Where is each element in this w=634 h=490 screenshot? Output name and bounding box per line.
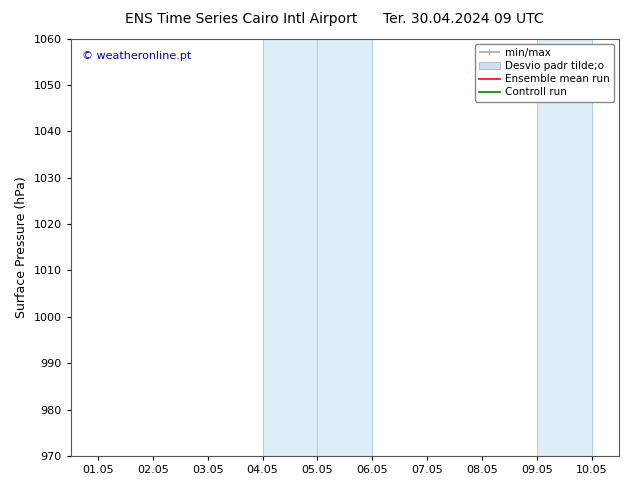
- Legend: min/max, Desvio padr tilde;o, Ensemble mean run, Controll run: min/max, Desvio padr tilde;o, Ensemble m…: [475, 44, 614, 101]
- Bar: [537, 39, 592, 456]
- Text: ENS Time Series Cairo Intl Airport: ENS Time Series Cairo Intl Airport: [125, 12, 357, 26]
- Text: © weatheronline.pt: © weatheronline.pt: [82, 51, 191, 61]
- Y-axis label: Surface Pressure (hPa): Surface Pressure (hPa): [15, 176, 28, 318]
- Bar: [262, 39, 372, 456]
- Text: Ter. 30.04.2024 09 UTC: Ter. 30.04.2024 09 UTC: [382, 12, 543, 26]
